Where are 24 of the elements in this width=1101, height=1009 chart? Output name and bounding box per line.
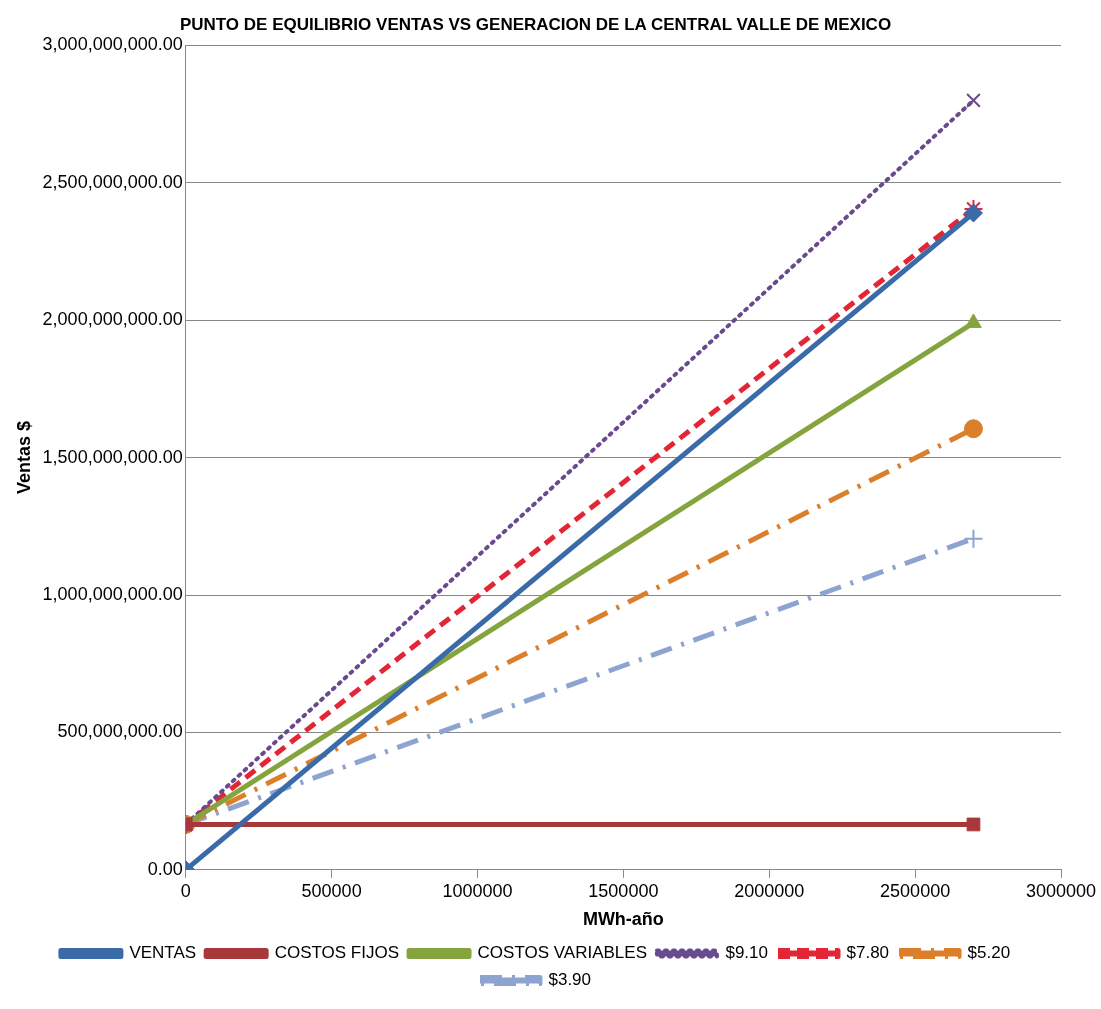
- x-tick-label: 1000000: [442, 880, 513, 901]
- x-tick-label: 1500000: [588, 880, 659, 901]
- y-tick-label: 1,500,000,000.00: [42, 446, 183, 467]
- y-tick-label: 3,000,000,000.00: [42, 34, 183, 55]
- legend-label: $7.80: [846, 943, 890, 963]
- x-tick-label: 2500000: [880, 880, 951, 901]
- legend-label: $5.20: [967, 943, 1011, 963]
- x-tick-label: 500000: [301, 880, 362, 901]
- y-tick-label: 500,000,000.00: [57, 721, 183, 742]
- legend-label: COSTOS VARIABLES: [477, 943, 647, 963]
- y-tick-label: 2,500,000,000.00: [42, 171, 183, 192]
- y-axis-title: Ventas $: [13, 421, 34, 495]
- legend-label: $3.90: [548, 970, 592, 990]
- legend-label: COSTOS FIJOS: [274, 943, 400, 963]
- y-tick-label: 1,000,000,000.00: [42, 583, 183, 604]
- y-tick-label: 0.00: [147, 858, 183, 879]
- x-axis-title: MWh-año: [582, 909, 664, 930]
- x-tick-label: 3000000: [1025, 880, 1097, 901]
- chart-title: PUNTO DE EQUILIBRIO VENTAS VS GENERACION DE LA CENTRAL VALLE DE MEXICO: [179, 14, 892, 34]
- legend-label: $9.10: [725, 943, 769, 963]
- x-tick-label: 2000000: [734, 880, 805, 901]
- x-tick-label: 0: [180, 880, 191, 901]
- y-tick-label: 2,000,000,000.00: [42, 309, 183, 330]
- legend-label: VENTAS: [129, 943, 197, 963]
